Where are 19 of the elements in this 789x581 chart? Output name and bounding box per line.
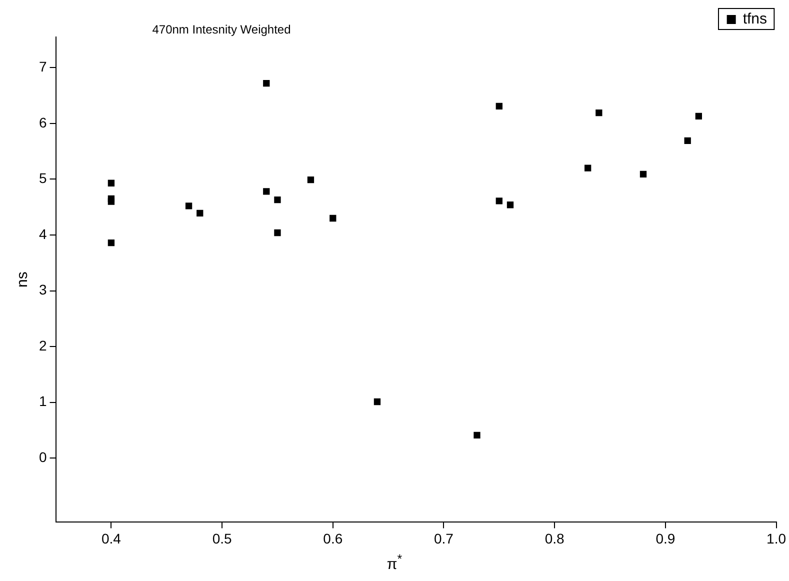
x-tick-label: 0.9 bbox=[656, 530, 676, 546]
y-tick-label: 3 bbox=[38, 282, 47, 298]
y-tick-label: 2 bbox=[38, 337, 47, 354]
y-tick-label: 0 bbox=[38, 448, 47, 465]
y-tick-label: 4 bbox=[38, 226, 47, 242]
y-tick-label: 1 bbox=[38, 393, 47, 410]
x-tick-label: 0.8 bbox=[544, 530, 565, 546]
x-tick-label: 1.0 bbox=[766, 530, 786, 546]
x-tick-label: 0.5 bbox=[212, 530, 232, 546]
x-axis-title: π$^{*}$ bbox=[386, 552, 404, 573]
x-tick-label: 0.4 bbox=[101, 530, 122, 546]
y-axis-title: ns bbox=[14, 272, 32, 288]
y-tick-label: 6 bbox=[38, 114, 47, 130]
x-tick-label: 0.7 bbox=[434, 530, 454, 546]
y-tick-label: 7 bbox=[38, 58, 47, 75]
y-tick-label: 5 bbox=[38, 170, 47, 186]
chart-title: 470nm Intesnity Weighted bbox=[152, 22, 291, 36]
legend-label: tfns bbox=[742, 10, 768, 28]
x-tick-label: 0.6 bbox=[323, 530, 343, 546]
